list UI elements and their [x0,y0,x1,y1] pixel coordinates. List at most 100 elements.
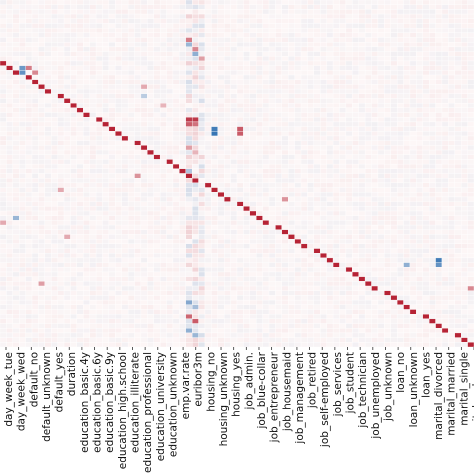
heatmap-cell [281,168,289,174]
heatmap-cell [217,201,225,207]
heatmap-cell [390,98,398,104]
heatmap-cell [6,70,13,76]
heatmap-cell [281,304,289,310]
heatmap-cell [364,192,372,198]
heatmap-cell [441,135,449,141]
heatmap-cell [262,281,270,287]
heatmap-cell [38,243,46,249]
heatmap-cell [332,154,340,160]
heatmap-cell [166,262,174,268]
heatmap-cell [198,276,206,282]
heatmap-cell [44,304,52,310]
heatmap-cell [217,27,225,34]
heatmap-cell [140,46,148,52]
heatmap-cell [396,187,404,193]
heatmap-cell [44,42,52,48]
heatmap-cell [76,276,84,282]
heatmap-cell [31,229,39,235]
heatmap-cell [38,253,46,259]
heatmap-cell [0,248,7,254]
heatmap-cell [25,70,33,76]
heatmap-cell [191,98,199,104]
heatmap-cell [121,51,129,57]
heatmap-cell [358,295,366,301]
heatmap-cell [185,112,193,118]
heatmap-cell [38,126,46,132]
heatmap-cell [89,173,97,179]
heatmap-cell [140,215,148,221]
heatmap-cell [83,65,90,71]
heatmap-cell [102,27,110,34]
heatmap-cell [25,9,33,15]
heatmap-cell [461,224,468,230]
heatmap-cell [115,65,122,71]
heatmap-cell [224,187,231,193]
heatmap-cell [51,304,58,310]
heatmap-cell [147,117,154,123]
heatmap-cell [364,285,372,291]
heatmap-cell [275,234,283,240]
heatmap-cell [339,168,347,174]
heatmap-cell [320,23,327,29]
heatmap-cell [179,70,186,76]
heatmap-cell [249,84,257,90]
heatmap-cell [403,182,411,188]
heatmap-cell [403,74,411,80]
heatmap-cell [121,121,129,127]
heatmap-cell [294,9,302,15]
heatmap-cell [236,192,244,198]
heatmap-cell [159,37,167,43]
heatmap-cell [211,149,218,155]
heatmap-cell [448,102,455,109]
heatmap-cell [159,201,167,207]
heatmap-cell [204,290,212,296]
heatmap-cell [236,210,244,216]
heatmap-cell [89,267,97,273]
heatmap-cell [390,4,398,10]
heatmap-cell [230,299,238,305]
heatmap-cell [409,210,417,216]
heatmap-cell [102,149,110,155]
heatmap-cell [396,117,404,123]
heatmap-cell [249,168,257,174]
heatmap-cell [371,281,379,287]
heatmap-cell [371,168,379,174]
heatmap-cell [371,145,379,151]
heatmap-cell [416,0,423,5]
heatmap-cell [307,178,315,184]
heatmap-cell [396,9,404,15]
heatmap-cell [384,299,391,305]
heatmap-cell [217,309,225,315]
heatmap-cell [211,51,218,57]
heatmap-cell [345,51,353,57]
heatmap-cell [19,234,26,240]
heatmap-cell [102,93,110,99]
heatmap-cell [320,112,327,118]
heatmap-cell [435,13,443,19]
heatmap-cell [179,74,186,80]
heatmap-cell [364,112,372,118]
heatmap-cell [153,65,161,71]
heatmap-cell [377,13,385,19]
heatmap-cell [44,4,52,10]
heatmap-cell [44,285,52,291]
heatmap-cell [371,163,379,169]
heatmap-cell [6,182,13,188]
heatmap-cell [396,126,404,132]
heatmap-cell [127,234,135,240]
heatmap-cell [217,0,225,5]
heatmap-cell [51,84,58,90]
heatmap-cell [332,98,340,104]
heatmap-cell [332,248,340,254]
heatmap-cell [384,248,391,254]
heatmap-cell [454,112,462,118]
heatmap-cell [153,253,161,259]
heatmap-cell [236,84,244,90]
heatmap-cell [428,229,436,235]
heatmap-cell [396,70,404,76]
heatmap-cell [115,309,122,315]
heatmap-cell [153,74,161,80]
heatmap-cell [140,79,148,85]
heatmap-cell [371,107,379,113]
heatmap-cell [262,267,270,273]
